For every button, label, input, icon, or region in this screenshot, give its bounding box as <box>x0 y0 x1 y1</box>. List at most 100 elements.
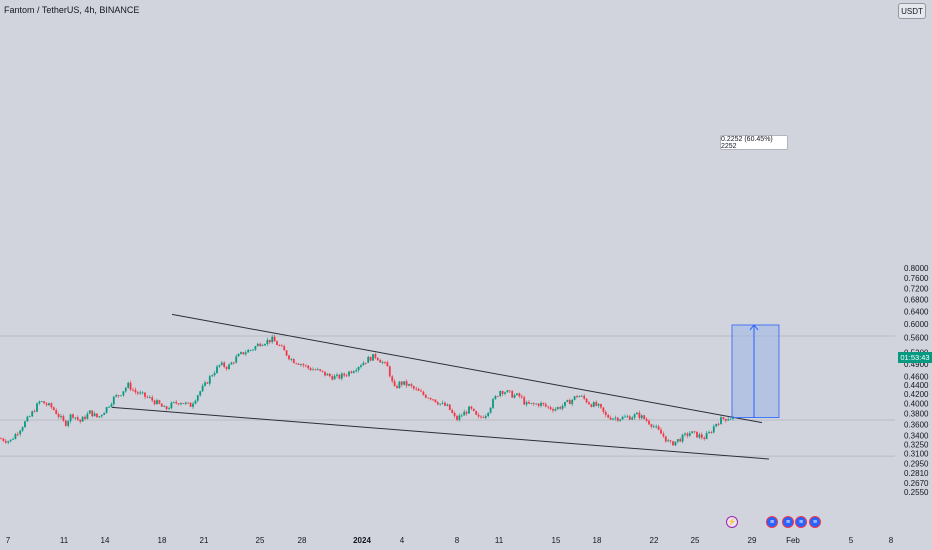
y-tick-label: 0.2810 <box>904 469 929 478</box>
candle-body <box>660 429 662 434</box>
candle-body <box>391 376 394 382</box>
candle-body <box>408 384 410 386</box>
candle-body <box>129 382 132 390</box>
candle-body <box>376 357 379 361</box>
candle-body <box>55 410 58 415</box>
time-axis[interactable]: 7 11 14 18 21 25 28 2024 4 8 11 15 18 22 25 29 Feb 5 8 <box>6 536 894 545</box>
candle-body <box>398 381 401 389</box>
candle-body <box>468 406 470 414</box>
candle-body <box>26 416 29 422</box>
candle-body <box>120 395 122 397</box>
candle-body <box>278 345 281 346</box>
x-tick-label: Feb <box>786 536 800 545</box>
candle-body <box>528 402 530 404</box>
candle-body <box>439 403 442 405</box>
candle-body <box>597 404 600 406</box>
measure-box[interactable] <box>731 324 780 419</box>
candle-body <box>69 414 72 422</box>
x-tick-label: 25 <box>256 536 265 545</box>
candle-body <box>504 392 506 394</box>
candle-body <box>307 365 310 369</box>
measure-tool[interactable] <box>731 324 780 419</box>
trendline[interactable] <box>111 406 770 460</box>
candle-body <box>316 369 319 371</box>
candle-body <box>273 336 276 342</box>
candle-body <box>386 362 389 367</box>
candle-body <box>681 434 684 442</box>
us-flag-icon[interactable]: ≡ <box>782 516 794 528</box>
measure-label: 0.2252 (60.45%) 2252 <box>720 135 788 150</box>
candle-body <box>72 414 74 418</box>
us-flag-icon[interactable]: ≡ <box>766 516 778 528</box>
candle-body <box>650 424 653 427</box>
x-tick-label: 8 <box>889 536 894 545</box>
candle-body <box>165 406 168 410</box>
lightning-icon[interactable]: ⚡ <box>726 516 738 528</box>
y-tick-label: 0.2670 <box>904 479 929 488</box>
candle-body <box>175 401 178 404</box>
y-tick-label: 0.7200 <box>904 285 929 294</box>
candle-body <box>372 354 374 361</box>
candle-body <box>640 415 643 418</box>
candle-body <box>580 395 583 397</box>
candle-body <box>146 396 149 398</box>
candle-body <box>648 420 650 425</box>
candle-body <box>523 397 526 405</box>
candle-body <box>194 400 197 404</box>
candle-body <box>324 371 326 376</box>
us-flag-icon[interactable]: ≡ <box>809 516 821 528</box>
y-tick-label: 0.6400 <box>904 308 929 317</box>
us-flag-icon[interactable]: ≡ <box>795 516 807 528</box>
candle-body <box>525 402 528 405</box>
candle-body <box>189 402 192 407</box>
candle-body <box>626 416 629 418</box>
candle-body <box>280 345 283 347</box>
candle-body <box>422 391 425 395</box>
candle-body <box>674 441 677 446</box>
candle-body <box>184 402 187 404</box>
candle-body <box>657 426 660 430</box>
candle-body <box>604 411 607 415</box>
candle-body <box>79 419 82 422</box>
candle-body <box>2 438 5 441</box>
candle-body <box>170 402 173 409</box>
candle-body <box>144 392 146 397</box>
candle-body <box>424 394 427 398</box>
candle-body <box>480 416 482 418</box>
candle-body <box>530 403 533 404</box>
x-tick-label: 18 <box>593 536 602 545</box>
candle-body <box>448 404 451 411</box>
candle-body <box>643 415 646 420</box>
candle-body <box>103 412 106 416</box>
candle-body <box>367 356 370 363</box>
candle-body <box>571 399 574 405</box>
y-tick-label: 0.3600 <box>904 420 929 429</box>
candle-body <box>105 407 108 413</box>
candle-body <box>703 437 706 440</box>
candle-body <box>494 396 497 400</box>
candle-body <box>201 385 204 392</box>
candle-body <box>96 413 98 418</box>
candle-body <box>540 402 542 406</box>
candle-body <box>374 354 377 358</box>
candle-body <box>592 402 595 407</box>
trendline[interactable] <box>171 313 763 424</box>
candle-body <box>451 410 454 413</box>
x-tick-label: 29 <box>748 536 757 545</box>
candle-body <box>475 410 478 415</box>
candle-body <box>338 374 341 379</box>
x-tick-label: 14 <box>101 536 110 545</box>
y-tick-label: 0.3250 <box>904 440 929 449</box>
currency-button[interactable]: USDT <box>898 3 926 19</box>
candle-body <box>326 373 329 376</box>
arrow-head-icon <box>749 324 759 331</box>
candle-body <box>7 441 10 443</box>
candle-body <box>213 373 216 376</box>
candle-body <box>388 366 391 377</box>
candle-body <box>532 403 535 404</box>
candle-body <box>477 414 480 417</box>
candle-body <box>499 391 502 397</box>
symbol-title[interactable]: Fantom / TetherUS, 4h, BINANCE <box>4 5 140 15</box>
